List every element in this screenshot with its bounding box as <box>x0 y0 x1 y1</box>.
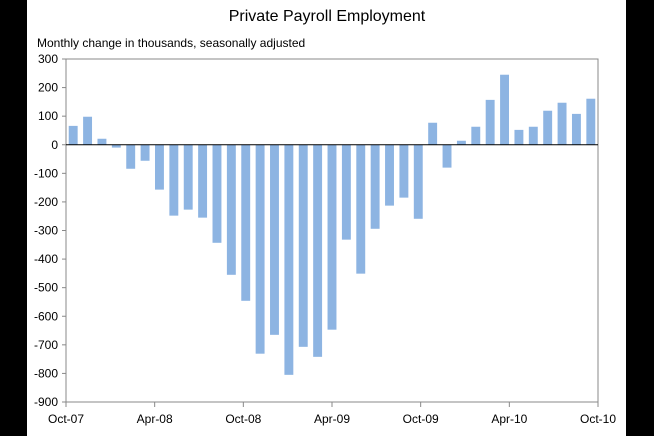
bar <box>313 144 323 357</box>
y-tick-label: 200 <box>38 81 58 95</box>
bar <box>471 126 481 145</box>
y-tick-label: 0 <box>51 138 58 152</box>
bar <box>370 144 380 229</box>
x-tick-label: Apr-09 <box>314 412 350 426</box>
x-tick-label: Apr-10 <box>491 412 527 426</box>
bar <box>169 144 179 216</box>
bar <box>183 144 193 210</box>
bar <box>298 144 308 347</box>
bar <box>68 125 78 145</box>
y-tick-label: -600 <box>34 309 58 323</box>
bar <box>442 144 452 168</box>
bar <box>428 122 438 145</box>
bar <box>528 126 538 145</box>
bar <box>126 144 136 169</box>
bar <box>270 144 279 335</box>
bar <box>557 102 567 145</box>
chart-title: Private Payroll Employment <box>228 8 426 25</box>
y-tick-label: 100 <box>38 109 58 123</box>
bar <box>198 144 208 218</box>
y-tick-label: -200 <box>34 195 58 209</box>
bar <box>485 99 495 145</box>
bar <box>97 138 107 145</box>
x-tick-label: Oct-08 <box>225 412 261 426</box>
bar <box>500 74 509 145</box>
y-tick-label: -100 <box>34 166 58 180</box>
bar <box>327 144 337 330</box>
bar <box>212 144 222 243</box>
bar <box>543 110 553 145</box>
bar <box>385 144 394 206</box>
bar <box>456 140 466 145</box>
y-tick-label: -900 <box>34 395 58 409</box>
bar <box>514 129 524 145</box>
bar <box>571 113 581 145</box>
bar <box>241 144 251 301</box>
x-tick-label: Apr-08 <box>137 412 173 426</box>
x-tick-label: Oct-10 <box>580 412 616 426</box>
bar <box>83 116 93 145</box>
bar <box>413 144 423 219</box>
bar <box>255 144 265 354</box>
x-tick-label: Oct-09 <box>403 412 439 426</box>
bar <box>226 144 236 275</box>
y-tick-label: 300 <box>38 52 58 66</box>
bar <box>155 144 164 190</box>
bar <box>399 144 409 198</box>
bar <box>140 144 150 161</box>
x-tick-label: Oct-07 <box>48 412 84 426</box>
y-tick-label: -300 <box>34 224 58 238</box>
bar <box>586 98 596 145</box>
y-tick-label: -500 <box>34 281 58 295</box>
y-tick-label: -400 <box>34 252 58 266</box>
chart-subtitle: Monthly change in thousands, seasonally … <box>37 36 306 50</box>
bar <box>111 144 121 148</box>
bar <box>341 144 351 240</box>
bar <box>356 144 366 274</box>
y-tick-label: -700 <box>34 338 58 352</box>
y-tick-label: -800 <box>34 366 58 380</box>
bar <box>284 144 294 375</box>
